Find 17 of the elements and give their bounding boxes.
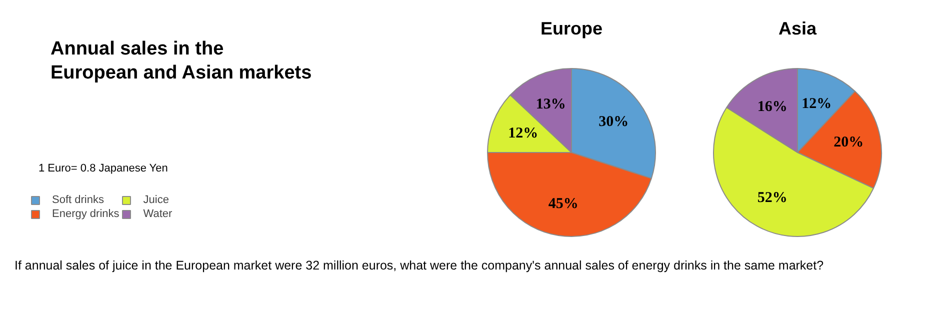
legend-label: Juice <box>143 194 169 206</box>
legend-label: Water <box>143 208 172 220</box>
data-label: 30% <box>598 114 629 130</box>
data-label: 20% <box>834 134 864 151</box>
data-label: 52% <box>757 190 788 206</box>
text: 1 Euro= 0.8 Japanese Yen <box>38 162 168 174</box>
data-label: 12% <box>508 125 538 142</box>
legend-label: Soft drinks <box>52 194 104 206</box>
data-label: 12% <box>802 96 832 112</box>
chart-title: Asia <box>778 18 818 38</box>
data-label: 16% <box>757 98 788 115</box>
text: If annual sales of juice in the European market were 32 million euros, what were the company's annual sales of energy drinks in the same market? <box>14 258 824 272</box>
data-label: 45% <box>548 196 578 212</box>
text: Annual sales in the European and Asian markets <box>50 38 312 84</box>
chart-title: Europe <box>540 18 603 38</box>
data-label: 13% <box>536 96 566 113</box>
legend-label: Energy drinks <box>52 208 120 220</box>
